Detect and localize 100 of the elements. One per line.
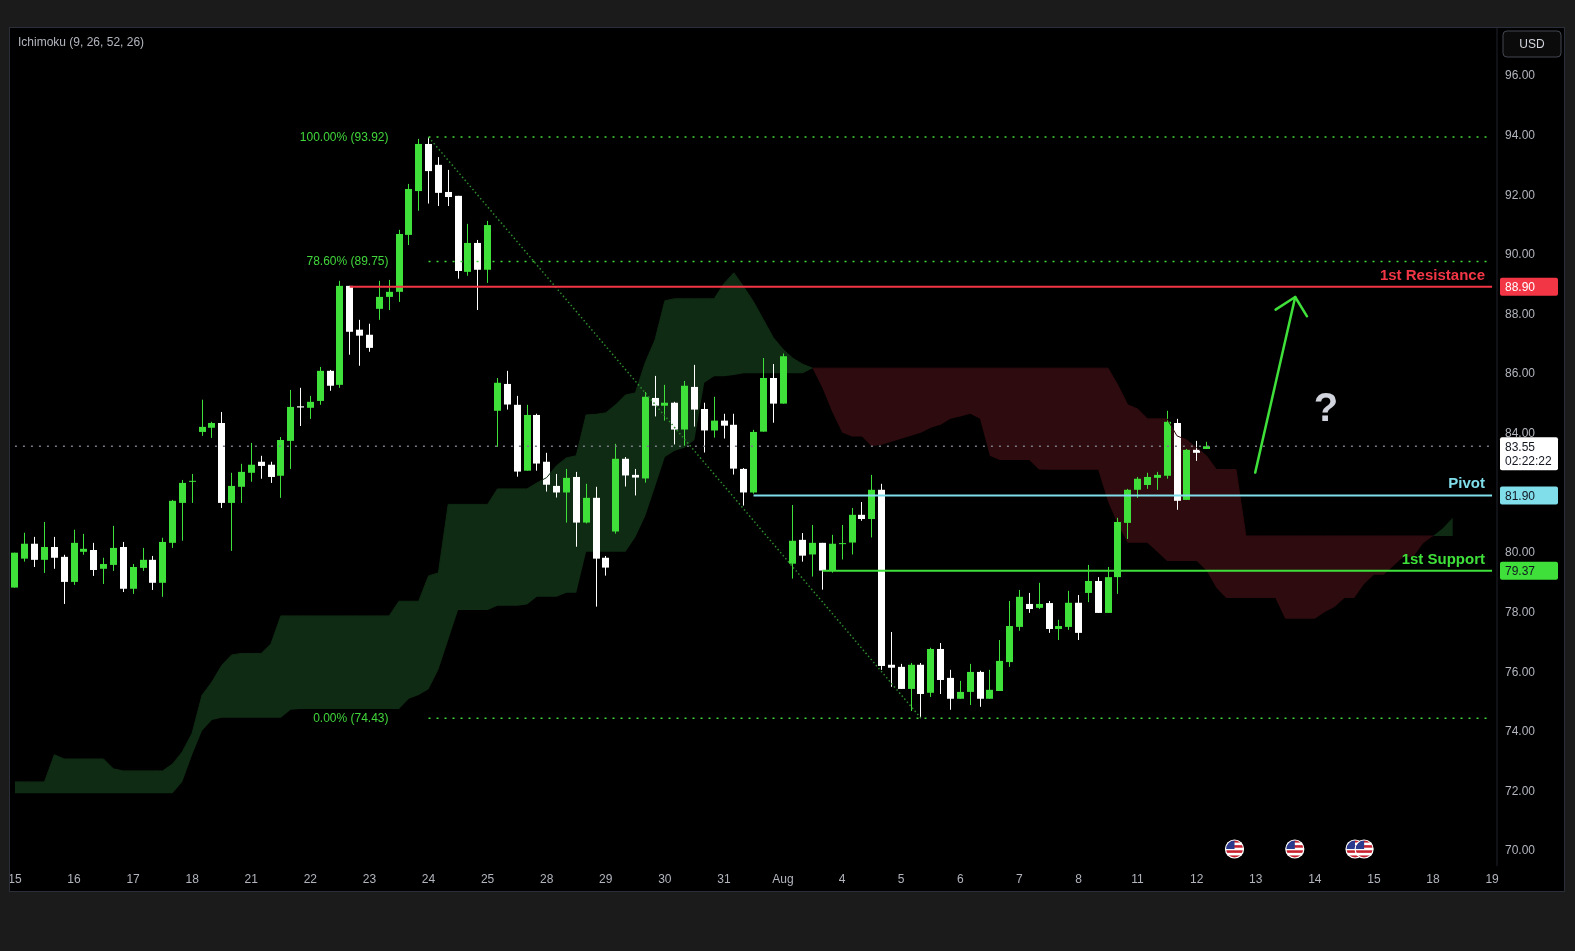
candlestick (189, 473, 196, 504)
candlestick (947, 669, 954, 711)
ref-line-label: 1st Support (1401, 549, 1485, 567)
x-tick-label: 15 (1367, 871, 1381, 886)
x-tick-label: 30 (658, 871, 672, 886)
candlestick (622, 456, 629, 487)
candlestick (31, 536, 38, 568)
candlestick (789, 504, 796, 580)
candlestick (238, 463, 245, 504)
candlestick (898, 663, 905, 690)
candlestick (1055, 619, 1062, 641)
y-tick-label: 84.00 (1505, 426, 1536, 441)
x-tick-label: 16 (67, 871, 81, 886)
y-tick-label: 79.37 (1505, 564, 1536, 579)
candlestick (652, 375, 659, 417)
candlestick (386, 279, 393, 311)
candlestick (268, 461, 275, 484)
x-tick-label: 29 (599, 871, 613, 886)
candlestick (1193, 440, 1200, 462)
y-tick-label: 88.90 (1505, 280, 1536, 295)
candlestick (839, 524, 846, 561)
candlestick (228, 472, 235, 552)
candlestick (140, 547, 147, 572)
candlestick (90, 542, 97, 577)
x-tick-label: 8 (1075, 871, 1083, 886)
y-tick-label: 78.00 (1505, 604, 1536, 619)
y-tick-label: 96.00 (1505, 68, 1536, 83)
y-tick-label: 90.00 (1505, 247, 1536, 262)
candlestick (445, 169, 452, 207)
candlestick (41, 521, 48, 574)
candlestick (376, 280, 383, 321)
candlestick (307, 395, 314, 420)
candlestick (1026, 592, 1033, 614)
y-tick-label: 70.00 (1505, 843, 1536, 858)
candlestick (248, 442, 255, 483)
candlestick (711, 396, 718, 439)
y-tick-label: 76.00 (1505, 664, 1536, 679)
candlestick (51, 536, 58, 570)
y-tick-label: 86.00 (1505, 366, 1536, 381)
candlestick (740, 467, 747, 507)
x-tick-label: 12 (1189, 871, 1204, 886)
text: USD (1519, 37, 1545, 51)
candlestick (691, 364, 698, 428)
text: 02:22:22 (1505, 454, 1553, 469)
candlestick (80, 533, 87, 556)
y-tick-label: 74.00 (1505, 724, 1536, 739)
x-tick-label: 7 (1016, 871, 1024, 886)
candlestick (1036, 582, 1043, 610)
y-tick-label: 72.00 (1505, 783, 1536, 798)
y-tick-label: 92.00 (1505, 187, 1536, 202)
candlestick (130, 563, 137, 595)
x-tick-label: 17 (126, 871, 141, 886)
candlestick (110, 525, 117, 572)
x-tick-label: 6 (956, 871, 964, 886)
x-tick-label: 21 (244, 871, 259, 886)
candlestick (858, 501, 865, 522)
candlestick (504, 370, 511, 411)
candlestick (799, 532, 806, 563)
annotation: ? (1313, 385, 1339, 429)
candlestick (179, 479, 186, 542)
candlestick (327, 369, 334, 392)
ref-line-label: 100.00% (93.92) (299, 130, 389, 145)
candlestick (888, 631, 895, 688)
ref-line-label: 78.60% (89.75) (306, 254, 389, 269)
candlestick (563, 468, 570, 524)
ref-line-label: Pivot (1448, 474, 1485, 492)
x-tick-label: 4 (838, 871, 846, 886)
x-tick-label: 13 (1249, 871, 1263, 886)
candlestick (258, 455, 265, 480)
candlestick (602, 555, 609, 577)
y-tick-label: 88.00 (1505, 306, 1536, 321)
candlestick (721, 413, 728, 439)
ref-line-label: 0.00% (74.43) (313, 711, 389, 726)
x-tick-label: 23 (362, 871, 377, 886)
candlestick (701, 402, 708, 454)
candlestick (366, 323, 373, 353)
y-tick-label: 80.00 (1505, 545, 1536, 560)
x-tick-label: 31 (717, 871, 731, 886)
x-tick-label: 28 (540, 871, 554, 886)
candlestick (543, 452, 550, 493)
candlestick (100, 557, 107, 585)
annotation: Ichimoku (9, 26, 52, 26) (18, 35, 145, 49)
x-tick-label: 5 (897, 871, 905, 886)
x-tick-label: 14 (1308, 871, 1322, 886)
x-tick-label: 11 (1131, 871, 1145, 886)
candlestick (809, 524, 816, 578)
x-tick-label: 22 (303, 871, 318, 886)
x-tick-label: 18 (1426, 871, 1440, 886)
x-tick-label: 15 (8, 871, 22, 886)
y-tick-label: 83.55 (1505, 439, 1536, 454)
candlestick (1134, 476, 1141, 499)
x-tick-label: 24 (421, 871, 436, 886)
candlestick (149, 555, 156, 591)
candlestick (967, 663, 974, 706)
x-tick-label: 19 (1485, 871, 1500, 886)
y-tick-label: 94.00 (1505, 127, 1536, 142)
candlestick (661, 384, 668, 422)
candlestick (986, 669, 993, 700)
candlestick (553, 473, 560, 499)
candlestick (632, 468, 639, 496)
